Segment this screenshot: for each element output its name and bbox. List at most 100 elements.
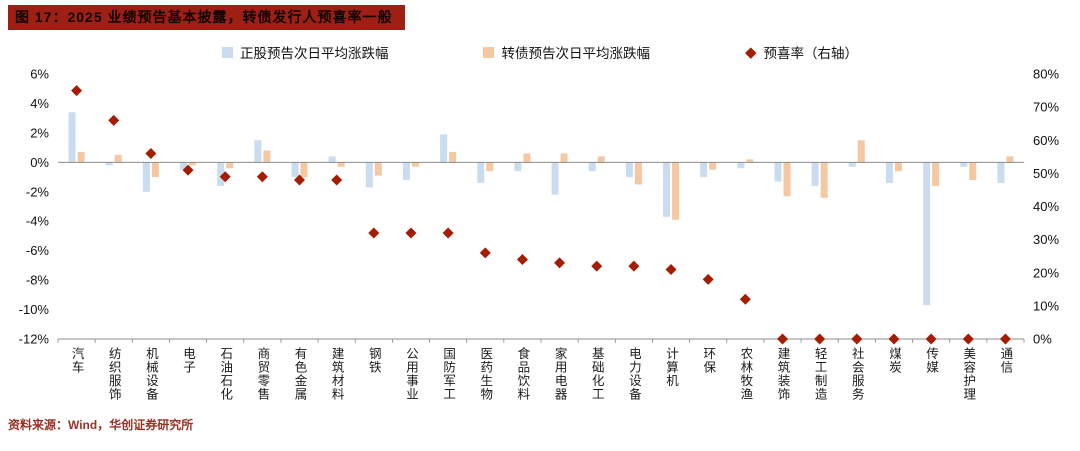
rate-diamond-0 xyxy=(71,85,83,97)
stock-bar-15 xyxy=(625,162,633,178)
left-axis-tick-label: 0% xyxy=(30,155,49,170)
category-label-18: 农林牧渔 xyxy=(738,347,752,401)
right-axis-tick-label: 80% xyxy=(1033,67,1059,82)
rate-diamond-23 xyxy=(925,333,937,345)
legend-label-stock: 正股预告次日平均涨跌幅 xyxy=(239,46,389,61)
legend-label-rate: 预喜率（右轴） xyxy=(763,46,859,61)
stock-bar-23 xyxy=(923,162,931,306)
chart-legend: 正股预告次日平均涨跌幅 转债预告次日平均涨跌幅 ◆ 预喜率（右轴） xyxy=(0,42,1080,62)
legend-item-cb-bar: 转债预告次日平均涨跌幅 xyxy=(483,42,650,62)
category-label-6: 有色金属 xyxy=(293,347,307,401)
rate-diamond-1 xyxy=(108,114,120,126)
category-label-22: 煤炭 xyxy=(887,347,901,374)
cb-bar-swatch-icon xyxy=(483,46,495,58)
stock-bar-7 xyxy=(328,156,336,163)
rate-diamond-24 xyxy=(962,333,974,345)
cb-bar-9 xyxy=(411,162,419,167)
cb-bar-8 xyxy=(374,162,382,176)
left-axis-tick-label: 4% xyxy=(30,96,49,111)
category-label-24: 美容护理 xyxy=(961,347,975,401)
stock-bar-0 xyxy=(68,112,76,163)
stock-bar-16 xyxy=(663,162,671,217)
rate-diamond-5 xyxy=(256,171,268,183)
left-axis-tick-label: 2% xyxy=(30,125,49,140)
cb-bar-1 xyxy=(114,154,122,163)
category-label-7: 建筑材料 xyxy=(330,347,344,401)
category-label-2: 机械设备 xyxy=(144,347,158,401)
stock-bar-9 xyxy=(402,162,410,180)
right-axis-tick-label: 60% xyxy=(1033,133,1059,148)
stock-bar-20 xyxy=(811,162,819,186)
cb-bar-14 xyxy=(597,156,605,163)
cb-bar-19 xyxy=(783,162,791,197)
cb-bar-7 xyxy=(337,162,345,167)
rate-diamond-2 xyxy=(145,148,157,159)
rate-diamond-15 xyxy=(628,260,640,272)
stock-bar-6 xyxy=(291,162,299,178)
cb-bar-13 xyxy=(560,153,568,163)
cb-bar-17 xyxy=(709,162,717,170)
rate-diamond-13 xyxy=(554,257,566,269)
left-axis-tick-label: -6% xyxy=(26,243,50,258)
right-axis-tick-label: 0% xyxy=(1033,332,1052,347)
legend-item-rate: ◆ 预喜率（右轴） xyxy=(745,42,858,62)
right-axis-tick-label: 70% xyxy=(1033,100,1059,115)
cb-bar-15 xyxy=(634,162,642,185)
stock-bar-25 xyxy=(997,162,1005,183)
right-axis-tick-label: 30% xyxy=(1033,232,1059,247)
rate-diamond-6 xyxy=(294,174,305,186)
cb-bar-21 xyxy=(857,140,865,163)
category-label-11: 医药生物 xyxy=(478,347,492,401)
cb-bar-23 xyxy=(932,162,940,186)
left-axis-tick-label: -4% xyxy=(26,214,50,229)
stock-bar-21 xyxy=(848,162,856,167)
cb-bar-24 xyxy=(969,162,977,180)
stock-bar-12 xyxy=(514,162,522,172)
category-label-16: 计算机 xyxy=(664,347,678,388)
rate-diamond-12 xyxy=(516,254,528,265)
rate-diamond-3 xyxy=(182,164,194,176)
left-axis-tick-label: -8% xyxy=(26,273,50,288)
rate-diamond-14 xyxy=(591,260,603,272)
stock-bar-5 xyxy=(254,140,262,163)
bar-diamond-chart: 6% 4% 2% 0% -2% -4% -6% -8% -10% -12% 80% 70% 60% 50%… xyxy=(19,67,1060,402)
cb-bar-0 xyxy=(77,152,85,163)
stock-bar-17 xyxy=(700,162,708,178)
category-label-13: 家用电器 xyxy=(553,346,567,401)
category-label-14: 基础化工 xyxy=(590,347,604,401)
rate-diamond-icon: ◆ xyxy=(744,43,757,61)
rate-diamond-8 xyxy=(368,227,380,239)
cb-bar-3 xyxy=(189,162,197,166)
legend-label-cb: 转债预告次日平均涨跌幅 xyxy=(501,46,650,61)
rate-diamond-10 xyxy=(442,227,454,239)
rate-diamond-11 xyxy=(479,247,491,259)
stock-bar-14 xyxy=(588,162,596,172)
category-label-21: 社会服务 xyxy=(850,346,864,401)
left-axis-tick-label: -12% xyxy=(19,332,50,347)
category-label-23: 传媒 xyxy=(924,346,938,374)
category-label-3: 电子 xyxy=(181,347,195,374)
figure-title: 图 17：2025 业绩预告基本披露，转债发行人预喜率一般 xyxy=(15,9,393,25)
category-label-9: 公用事业 xyxy=(404,347,418,401)
cb-bar-6 xyxy=(300,162,308,178)
category-label-4: 石油石化 xyxy=(218,347,232,401)
stock-bar-11 xyxy=(477,162,485,183)
category-label-25: 通信 xyxy=(998,347,1012,374)
stock-bar-8 xyxy=(365,162,373,188)
rate-diamond-22 xyxy=(888,333,900,345)
rate-diamond-20 xyxy=(814,333,826,345)
stock-bar-22 xyxy=(885,162,893,183)
stock-bar-swatch-icon xyxy=(221,46,233,58)
category-label-8: 钢铁 xyxy=(367,347,381,374)
rate-diamond-16 xyxy=(665,263,677,275)
report-figure: 图 17：2025 业绩预告基本披露，转债发行人预喜率一般 正股预告次日平均涨跌… xyxy=(0,5,1080,432)
cb-bar-2 xyxy=(151,162,159,178)
cb-bar-5 xyxy=(263,150,271,163)
stock-bar-19 xyxy=(774,162,782,182)
rate-diamond-18 xyxy=(739,293,751,305)
category-label-12: 食品饮料 xyxy=(515,346,529,401)
category-label-0: 汽车 xyxy=(70,346,84,374)
left-axis-tick-label: -2% xyxy=(26,184,50,199)
stock-bar-2 xyxy=(142,162,150,192)
cb-bar-18 xyxy=(746,159,754,163)
